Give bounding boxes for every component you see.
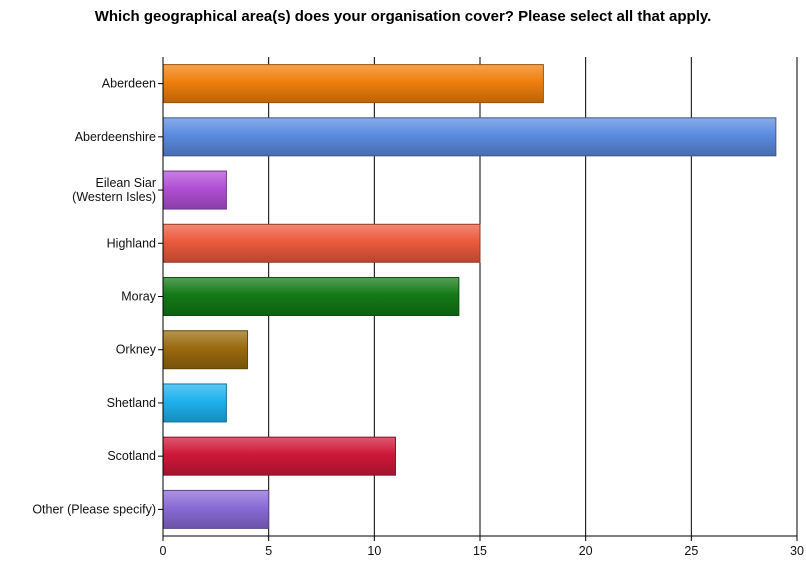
category-label: Moray: [121, 290, 156, 304]
bar: [162, 383, 227, 423]
category-label: Eilean Siar (Western Isles): [72, 176, 156, 204]
bar: [162, 117, 777, 157]
bar: [162, 170, 227, 210]
category-label: Aberdeen: [102, 77, 156, 91]
bar: [162, 330, 249, 370]
category-label: Shetland: [107, 396, 156, 410]
category-label: Highland: [107, 236, 156, 250]
category-labels: Aberdeen Aberdeenshire Eilean Siar (Western…: [32, 77, 156, 517]
x-tick-label: 15: [473, 544, 487, 558]
bar: [162, 277, 460, 316]
x-tick-labels: 0 5 10 15 20 25 30: [160, 544, 804, 558]
x-tick-label: 0: [160, 544, 167, 558]
category-label: Orkney: [116, 343, 157, 357]
bar: [162, 436, 396, 476]
x-tick-label: 5: [265, 544, 272, 558]
bar: [162, 223, 481, 263]
bars: [162, 64, 777, 529]
category-label: Scotland: [107, 449, 156, 463]
bar: [162, 64, 544, 104]
category-label: Other (Please specify): [32, 502, 156, 516]
category-label: Aberdeenshire: [75, 130, 156, 144]
bar: [162, 489, 270, 529]
axes: [158, 57, 798, 541]
x-tick-label: 30: [790, 544, 804, 558]
x-tick-label: 25: [684, 544, 698, 558]
x-tick-label: 10: [367, 544, 381, 558]
x-tick-label: 20: [579, 544, 593, 558]
chart-title: Which geographical area(s) does your org…: [94, 8, 712, 25]
